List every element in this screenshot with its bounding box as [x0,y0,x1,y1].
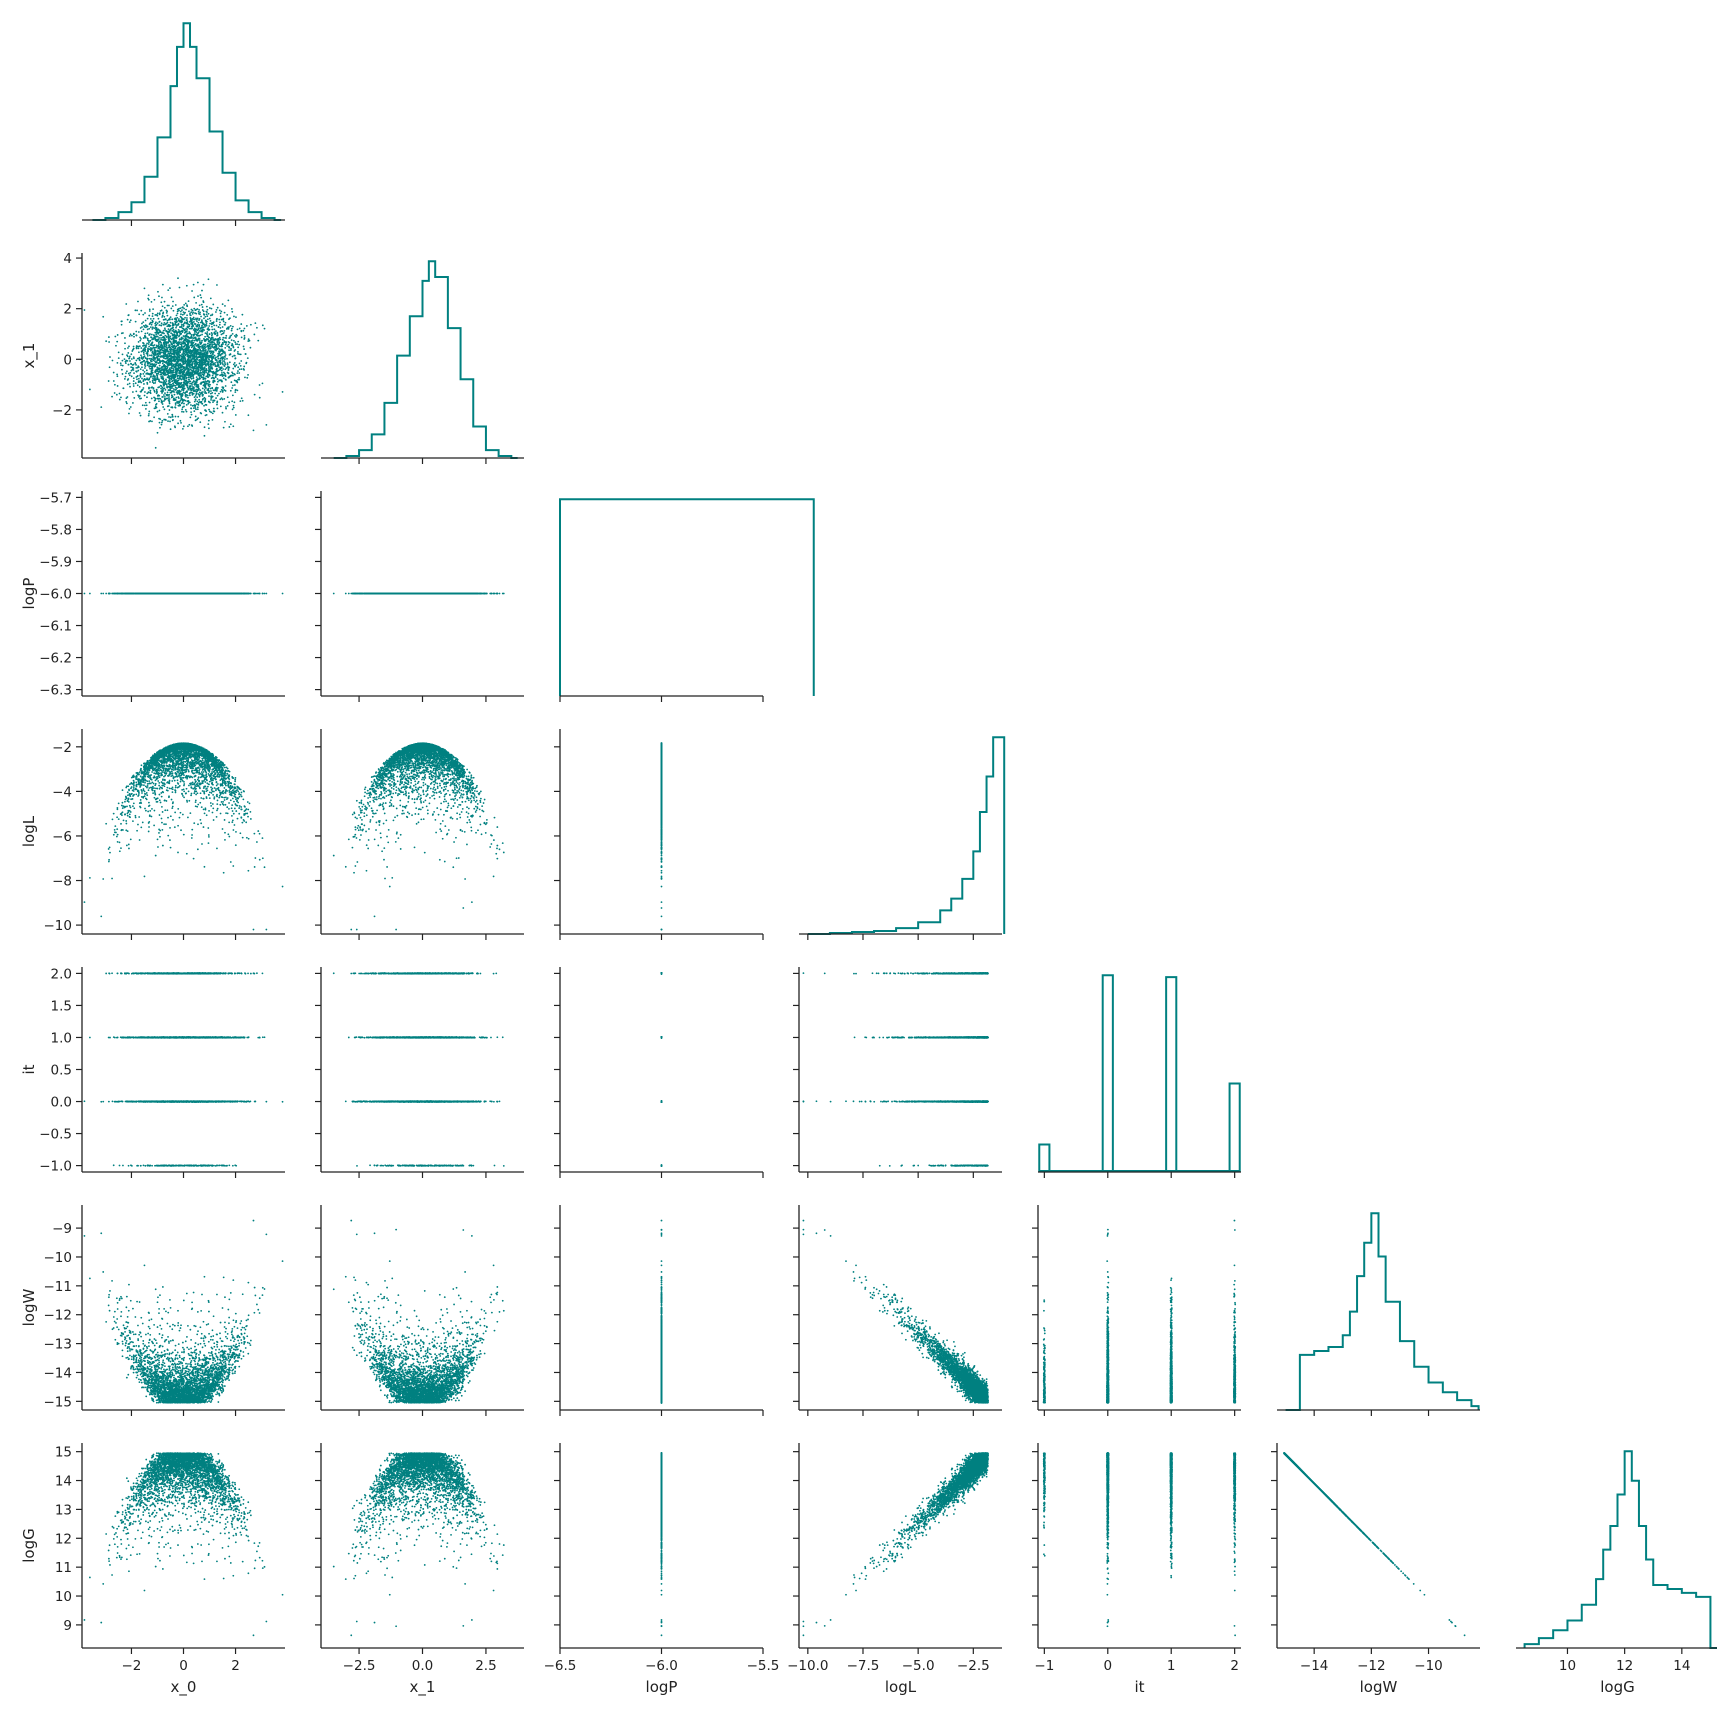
scatter-point [128,373,130,375]
scatter-point [187,397,189,399]
scatter-point [155,447,157,449]
scatter-point [236,389,238,391]
scatter-point [180,422,182,424]
scatter-point [219,324,221,326]
scatter-point [149,381,151,383]
scatter-point [163,319,165,321]
scatter-point [184,312,186,314]
scatter-point [201,290,203,292]
scatter-point [133,380,135,382]
panel-x_1-vs-x_0: −2024x_1 [20,251,285,464]
scatter-point [241,336,243,338]
scatter-point [205,414,207,416]
scatter-point [142,369,144,371]
scatter-point [217,381,219,383]
scatter-point [166,315,168,317]
scatter-point [226,314,228,316]
scatter-point [169,287,171,289]
scatter-point [135,331,137,333]
scatter-point [154,299,156,301]
scatter-point [189,383,191,385]
histogram-x_0 [92,23,281,220]
scatter-point [167,289,169,291]
scatter-point [243,346,245,348]
scatter-point [234,380,236,382]
scatter-point [135,360,137,362]
scatter-point [149,308,151,310]
scatter-point [171,296,173,298]
scatter-point [225,385,227,387]
scatter-point [232,425,234,427]
scatter-point [134,309,136,311]
scatter-point [124,358,126,360]
scatter-point [241,397,243,399]
scatter-point [200,316,202,318]
scatter-point [135,321,137,323]
scatter-point [262,382,264,384]
scatter-point [173,370,175,372]
scatter-point [220,316,222,318]
scatter-point [159,365,161,367]
scatter-point [139,412,141,414]
scatter-point [122,360,124,362]
scatter-point [199,304,201,306]
scatter-point [152,308,154,310]
scatter-point [179,287,181,289]
scatter-point [173,368,175,370]
panel-x_0-vs-x_0 [82,23,285,226]
scatter-point [219,321,221,323]
scatter-point [127,383,129,385]
scatter-point [227,405,229,407]
